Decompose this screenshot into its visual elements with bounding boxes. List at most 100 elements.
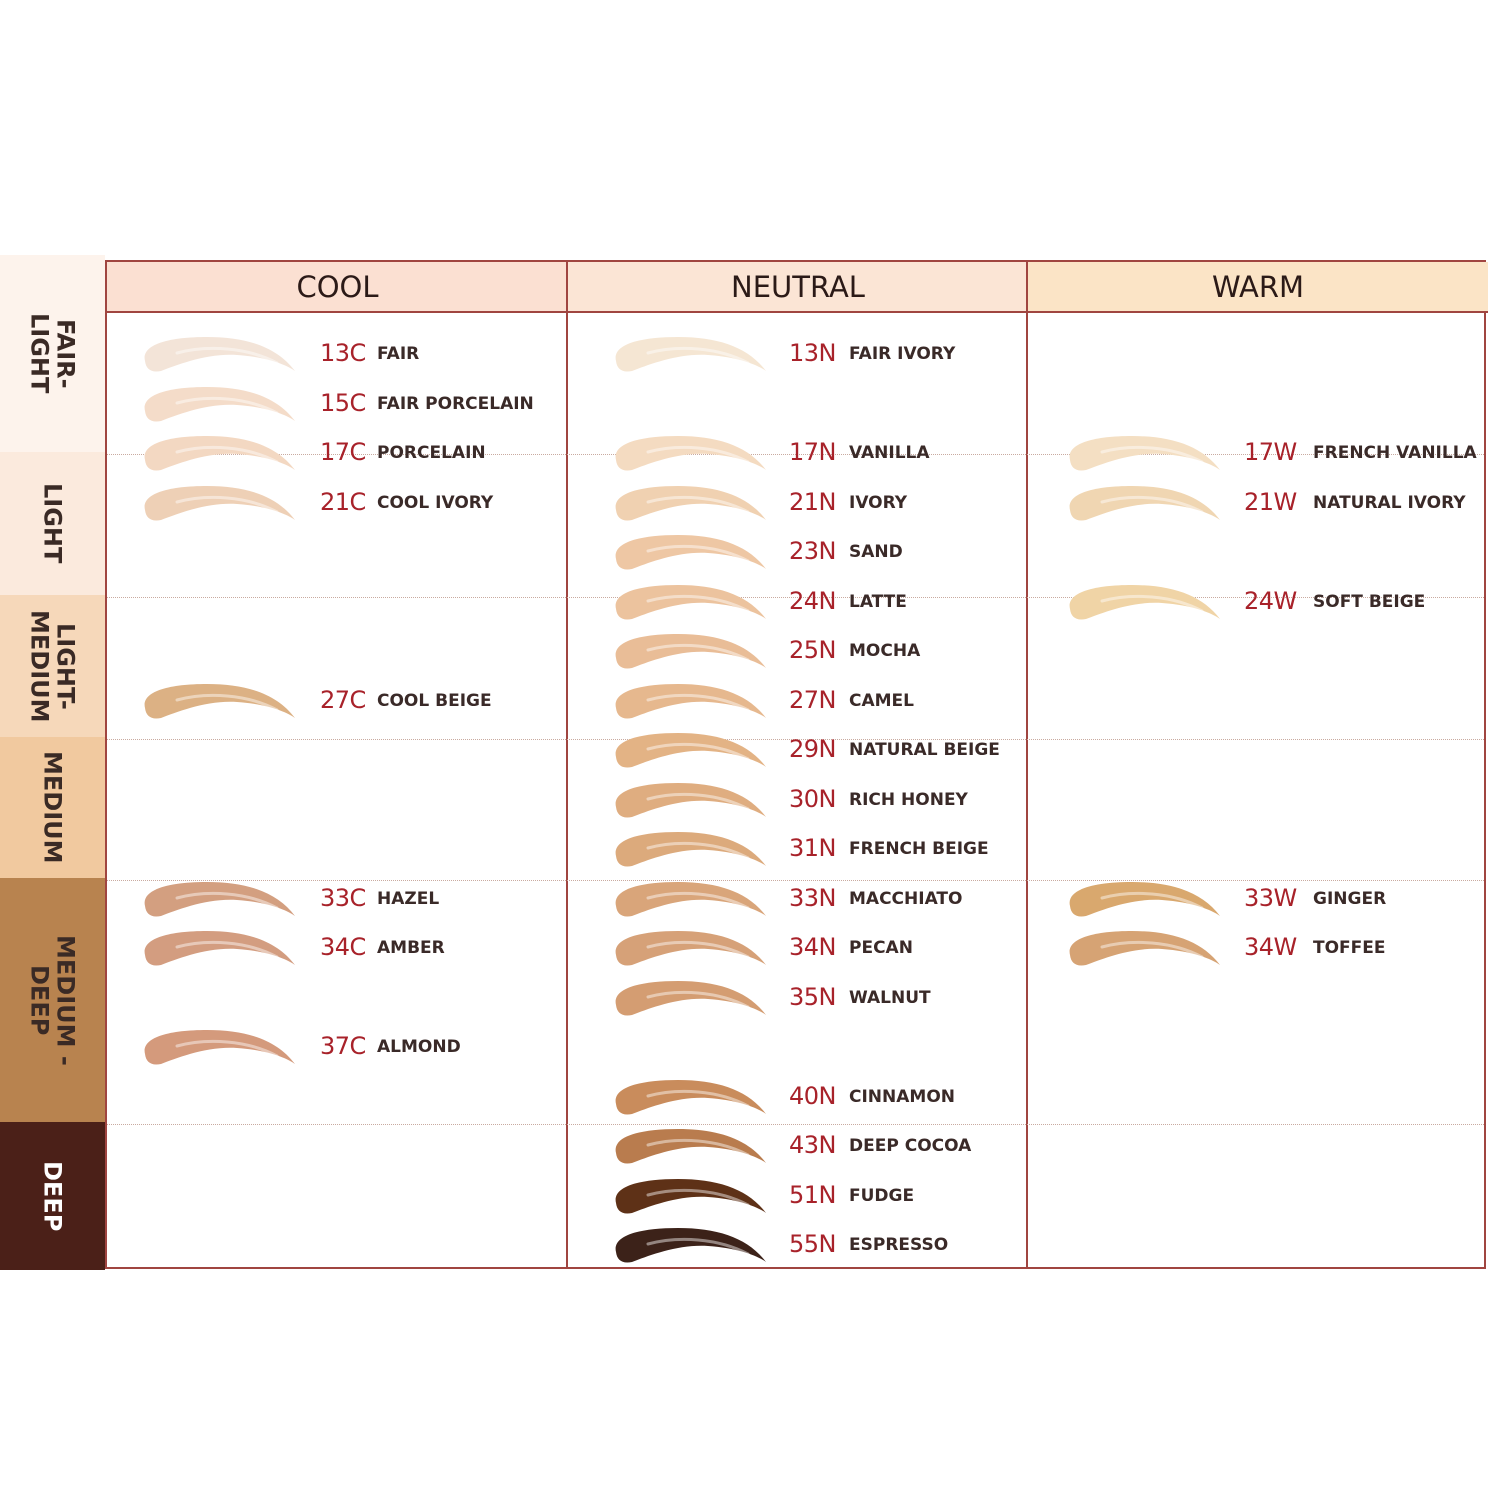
- swatch-17N: [608, 430, 770, 478]
- shade-name: FAIR IVORY: [849, 344, 956, 364]
- shade-code: 17C: [320, 438, 366, 466]
- swatch-27N: [608, 678, 770, 726]
- column-divider: [566, 262, 568, 1267]
- shade-code: 51N: [789, 1180, 837, 1209]
- shade-name: HAZEL: [377, 888, 440, 909]
- shade-name: FRENCH VANILLA: [1313, 443, 1477, 463]
- swatch-25N: [608, 628, 770, 676]
- band-divider: [107, 597, 1484, 598]
- swatch-29N: [608, 727, 770, 775]
- band-5: DEEP: [0, 1122, 105, 1270]
- swatch-33C: [137, 876, 299, 924]
- shade-name: VANILLA: [849, 443, 930, 463]
- band-label: MEDIUM - DEEP: [25, 934, 80, 1066]
- shade-code: 27N: [789, 685, 837, 714]
- swatch-33N: [608, 876, 770, 924]
- shade-code: 13N: [789, 339, 837, 367]
- column-header-warm: WARM: [1028, 262, 1488, 313]
- swatch-34N: [608, 925, 770, 973]
- band-label: LIGHT: [38, 483, 67, 564]
- swatch-34C: [137, 925, 299, 973]
- shade-code: 21C: [320, 487, 366, 516]
- swatch-21C: [137, 480, 299, 528]
- swatch-21W: [1062, 480, 1224, 528]
- column-header-cool: COOL: [107, 262, 568, 313]
- shade-name: PORCELAIN: [377, 443, 486, 463]
- shade-code: 33W: [1244, 883, 1297, 912]
- band-divider: [107, 1124, 1484, 1125]
- shade-name: COOL IVORY: [377, 492, 494, 513]
- shade-code: 23N: [789, 537, 837, 565]
- band-divider: [107, 739, 1484, 740]
- shade-name: SAND: [849, 542, 903, 562]
- band-label: LIGHT- MEDIUM: [25, 609, 80, 723]
- shade-code: 35N: [789, 982, 837, 1011]
- shade-code: 17W: [1244, 438, 1297, 466]
- shade-name: PECAN: [849, 938, 913, 958]
- swatch-35N: [608, 975, 770, 1023]
- band-4: MEDIUM - DEEP: [0, 878, 105, 1122]
- shade-name: DEEP COCOA: [849, 1136, 972, 1156]
- shade-code: 15C: [320, 388, 366, 417]
- band-label: FAIR- LIGHT: [25, 313, 80, 394]
- shade-code: 34W: [1244, 933, 1297, 961]
- shade-code: 27C: [320, 685, 366, 714]
- shade-name: FAIR: [377, 344, 420, 364]
- shade-name: RICH HONEY: [849, 789, 968, 810]
- band-0: FAIR- LIGHT: [0, 255, 105, 452]
- swatch-37C: [137, 1024, 299, 1072]
- shade-name: MACCHIATO: [849, 888, 963, 909]
- shade-name: ALMOND: [377, 1037, 461, 1057]
- swatch-24W: [1062, 579, 1224, 627]
- column-header-neutral: NEUTRAL: [568, 262, 1028, 313]
- shade-code: 37C: [320, 1032, 366, 1060]
- swatch-17C: [137, 430, 299, 478]
- shade-code: 21N: [789, 487, 837, 516]
- swatch-17W: [1062, 430, 1224, 478]
- band-3: MEDIUM: [0, 737, 105, 878]
- shade-code: 33N: [789, 883, 837, 912]
- band-divider: [107, 454, 1484, 455]
- shade-code: 13C: [320, 339, 366, 367]
- swatch-34W: [1062, 925, 1224, 973]
- swatch-24N: [608, 579, 770, 627]
- swatch-55N: [608, 1222, 770, 1270]
- swatch-51N: [608, 1173, 770, 1221]
- band-divider: [107, 880, 1484, 881]
- band-1: LIGHT: [0, 452, 105, 595]
- shade-table: COOL NEUTRAL WARM 13C FAIR 15C FAIR PORCELAIN 1…: [105, 260, 1488, 1270]
- shade-code: 25N: [789, 636, 837, 664]
- shade-code: 29N: [789, 735, 837, 763]
- shade-name: ESPRESSO: [849, 1235, 949, 1255]
- band-2: LIGHT- MEDIUM: [0, 595, 105, 737]
- swatch-31N: [608, 826, 770, 874]
- shade-code: 43N: [789, 1131, 837, 1159]
- shade-name: COOL BEIGE: [377, 690, 492, 711]
- shade-name: CINNAMON: [849, 1086, 956, 1107]
- band-label: DEEP: [38, 1160, 67, 1232]
- shade-name: GINGER: [1313, 888, 1387, 909]
- shade-name: NATURAL BEIGE: [849, 740, 1000, 760]
- shade-name: AMBER: [377, 938, 445, 958]
- shade-code: 17N: [789, 438, 837, 466]
- swatch-30N: [608, 777, 770, 825]
- shade-name: LATTE: [849, 591, 907, 612]
- shade-code: 34C: [320, 933, 366, 961]
- shade-code: 21W: [1244, 487, 1297, 516]
- shade-code: 55N: [789, 1230, 837, 1258]
- swatch-21N: [608, 480, 770, 528]
- shade-name: TOFFEE: [1313, 938, 1386, 958]
- shade-name: FRENCH BEIGE: [849, 839, 989, 859]
- shade-name: WALNUT: [849, 987, 931, 1008]
- swatch-33W: [1062, 876, 1224, 924]
- shade-name: FAIR PORCELAIN: [377, 393, 534, 414]
- band-label: MEDIUM: [38, 751, 67, 864]
- swatch-27C: [137, 678, 299, 726]
- swatch-13N: [608, 331, 770, 379]
- shade-name: FUDGE: [849, 1185, 915, 1206]
- shade-name: IVORY: [849, 492, 908, 513]
- shade-code: 24W: [1244, 586, 1297, 615]
- swatch-23N: [608, 529, 770, 577]
- shade-code: 33C: [320, 883, 366, 912]
- swatch-13C: [137, 331, 299, 379]
